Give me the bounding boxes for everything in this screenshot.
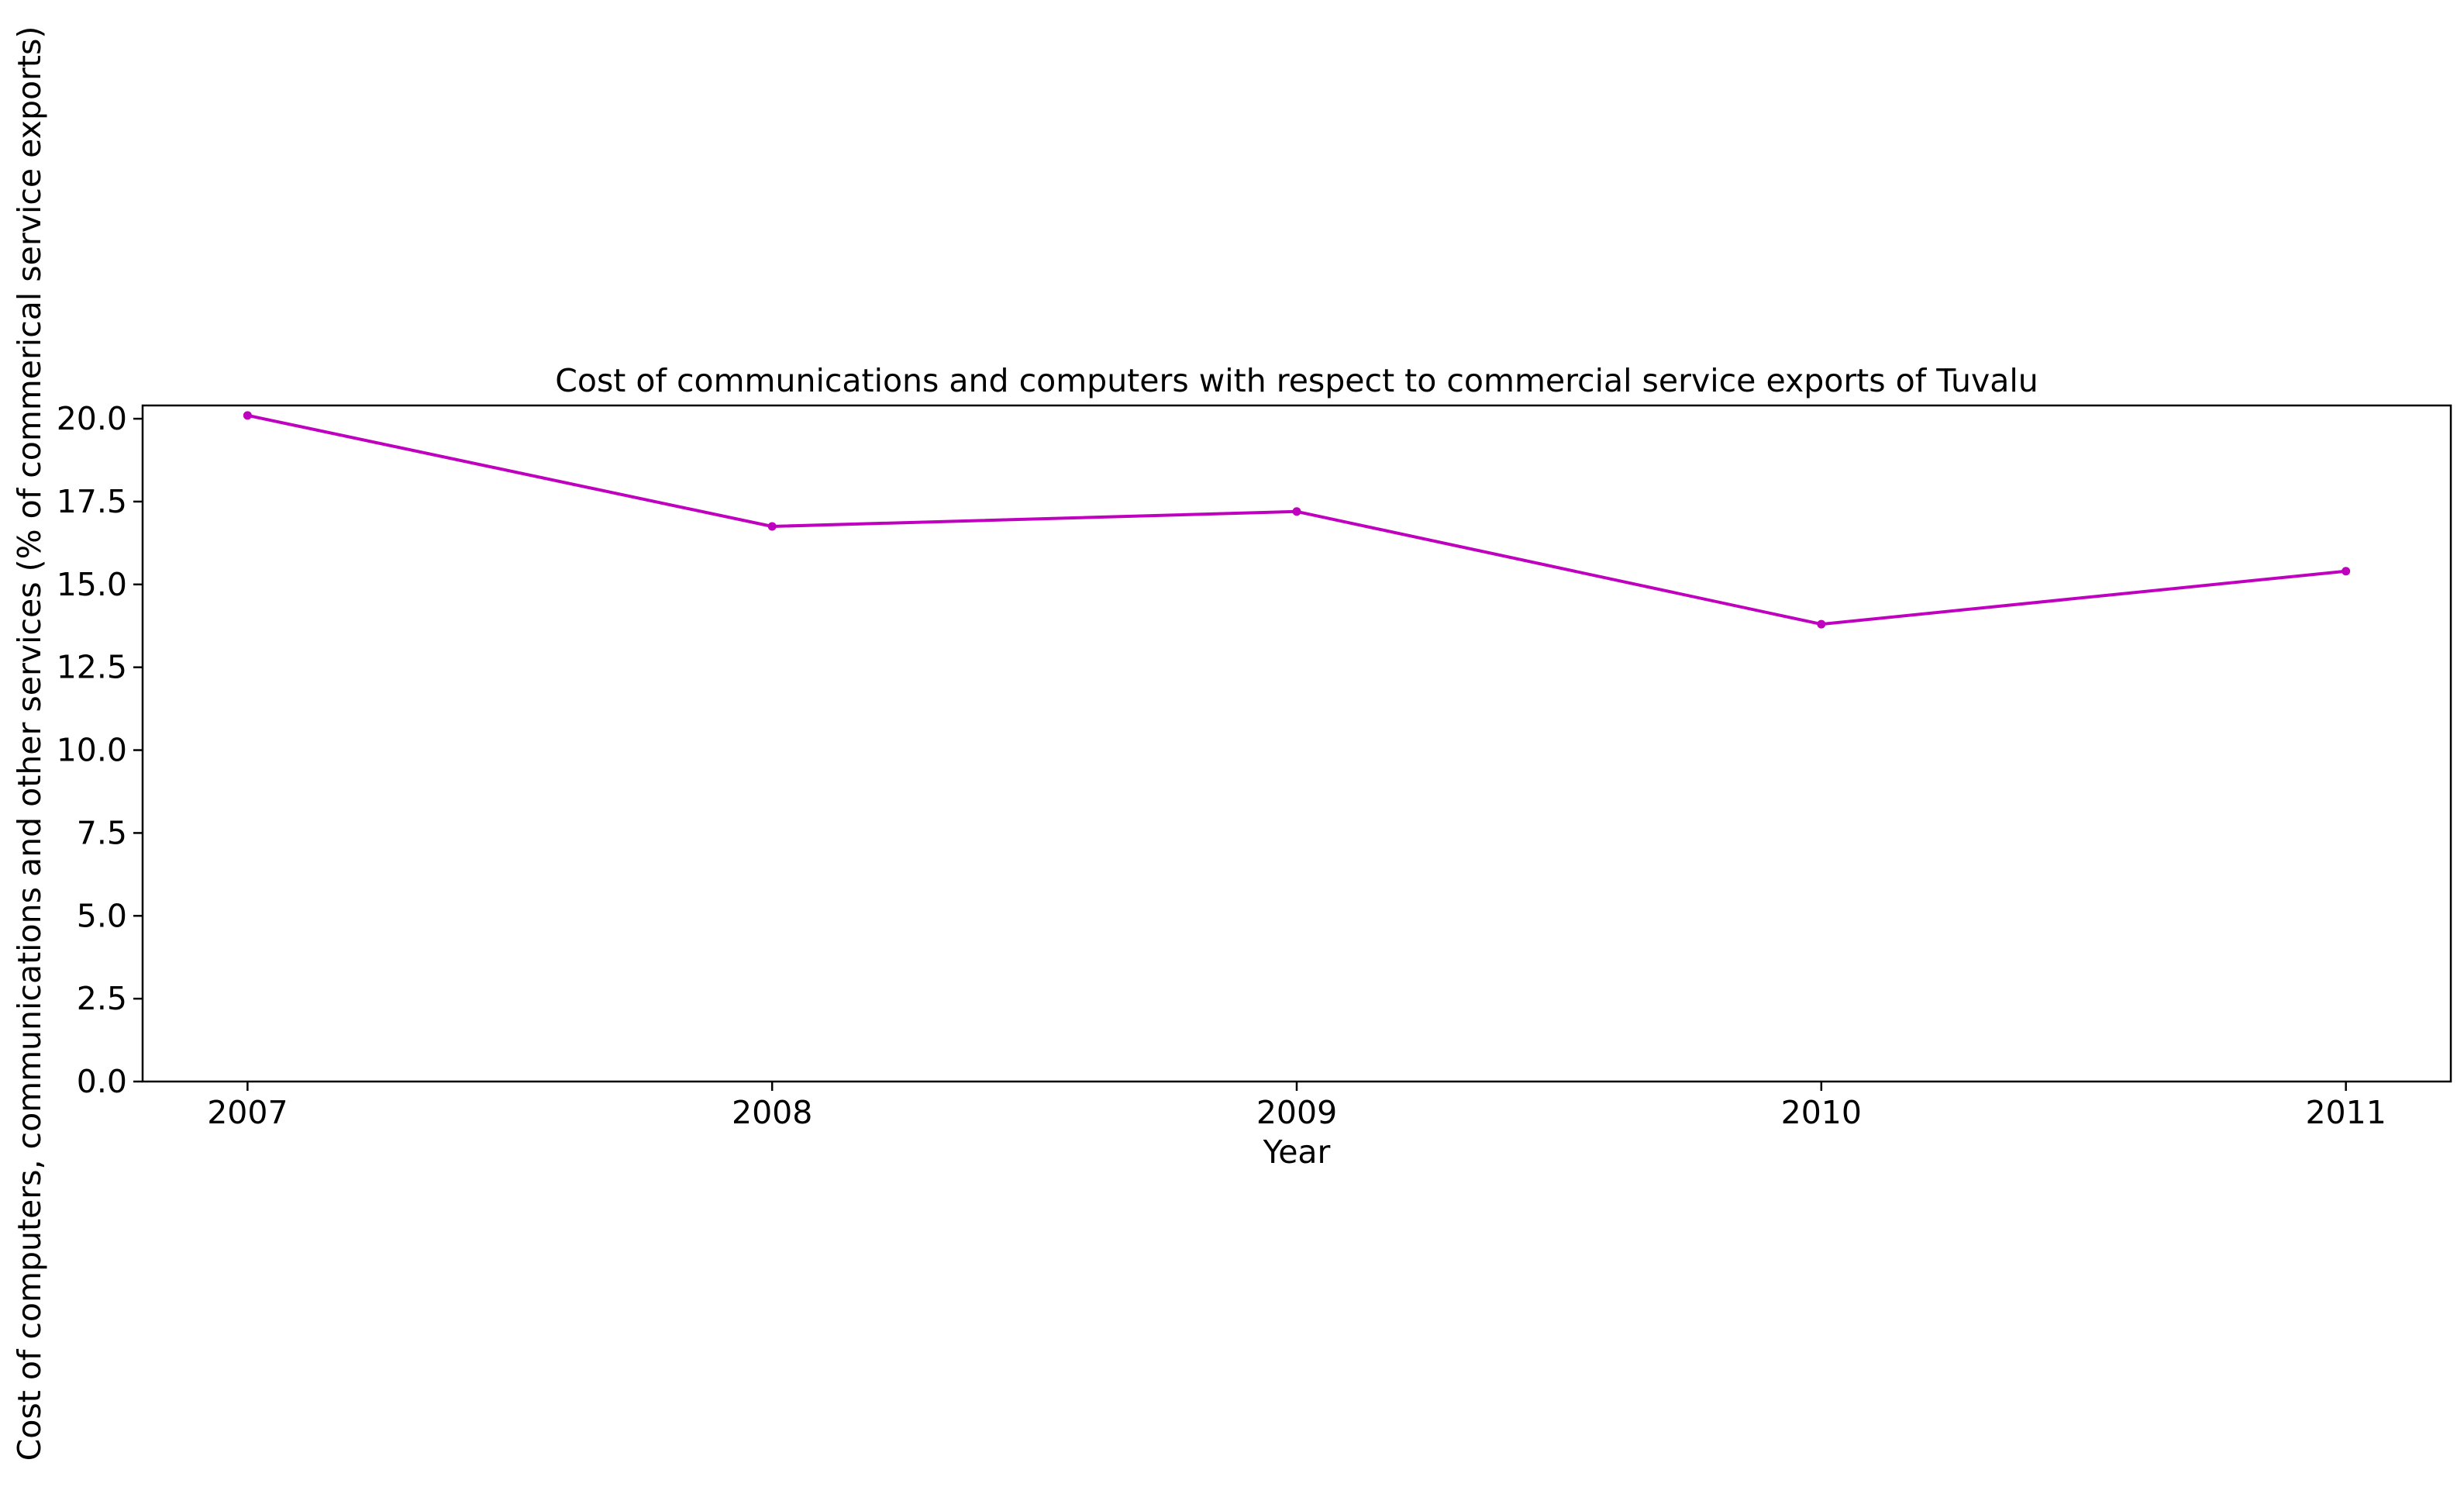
x-axis-ticks: 2007 2008 2009 2010 2011 (207, 1082, 2386, 1131)
y-axis-ticks: 0.0 2.5 5.0 7.5 10.0 12.5 15.0 17.5 20.0 (57, 400, 143, 1100)
y-tick-label: 12.5 (57, 649, 127, 686)
x-tick-label: 2011 (2305, 1094, 2386, 1131)
y-tick-label: 2.5 (77, 980, 127, 1017)
y-tick-label: 15.0 (57, 566, 127, 603)
y-tick-label: 0.0 (77, 1063, 127, 1100)
x-tick-label: 2007 (207, 1094, 288, 1131)
data-point-2009 (1292, 507, 1301, 516)
data-point-2010 (1817, 619, 1826, 629)
series-layer (243, 411, 2351, 629)
x-tick-label: 2008 (732, 1094, 812, 1131)
data-point-2007 (243, 411, 252, 420)
chart-title: Cost of communications and computers wit… (555, 362, 2038, 399)
x-tick-label: 2010 (1781, 1094, 1862, 1131)
data-point-2011 (2342, 567, 2351, 576)
y-tick-label: 7.5 (77, 814, 127, 851)
x-tick-label: 2009 (1256, 1094, 1337, 1131)
data-point-2008 (767, 522, 777, 531)
plot-area-frame (141, 404, 2452, 1083)
x-axis-label: Year (1263, 1133, 1331, 1171)
y-tick-label: 17.5 (57, 483, 127, 520)
y-tick-label: 20.0 (57, 400, 127, 437)
y-axis-label: Cost of computers, communications and ot… (11, 26, 48, 1461)
y-tick-label: 10.0 (57, 732, 127, 769)
y-tick-label: 5.0 (77, 897, 127, 934)
